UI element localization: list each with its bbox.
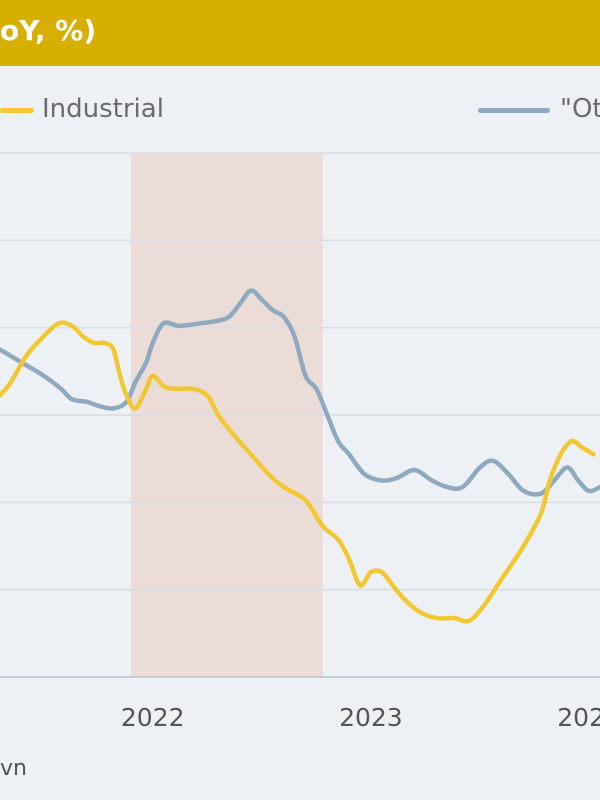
- legend-swatch-industrial: [0, 108, 34, 113]
- x-tick-label: 2024: [557, 703, 600, 732]
- source-note: vn: [0, 756, 27, 781]
- series-line-other: [0, 288, 600, 497]
- x-tick-label: 2023: [339, 703, 403, 732]
- x-axis-ticks: 2022 2023 2024: [121, 703, 600, 732]
- legend-swatch-other: [478, 108, 550, 113]
- legend-label-other: "Ot: [560, 94, 600, 124]
- series-lines: [0, 288, 600, 624]
- x-tick-label: 2022: [121, 703, 185, 732]
- chart-header: oY, %): [0, 0, 600, 66]
- legend-label-industrial: Industrial: [42, 94, 164, 124]
- gridlines: [0, 152, 600, 678]
- chart-title: oY, %): [0, 14, 97, 47]
- series-line-industrial: [0, 320, 596, 624]
